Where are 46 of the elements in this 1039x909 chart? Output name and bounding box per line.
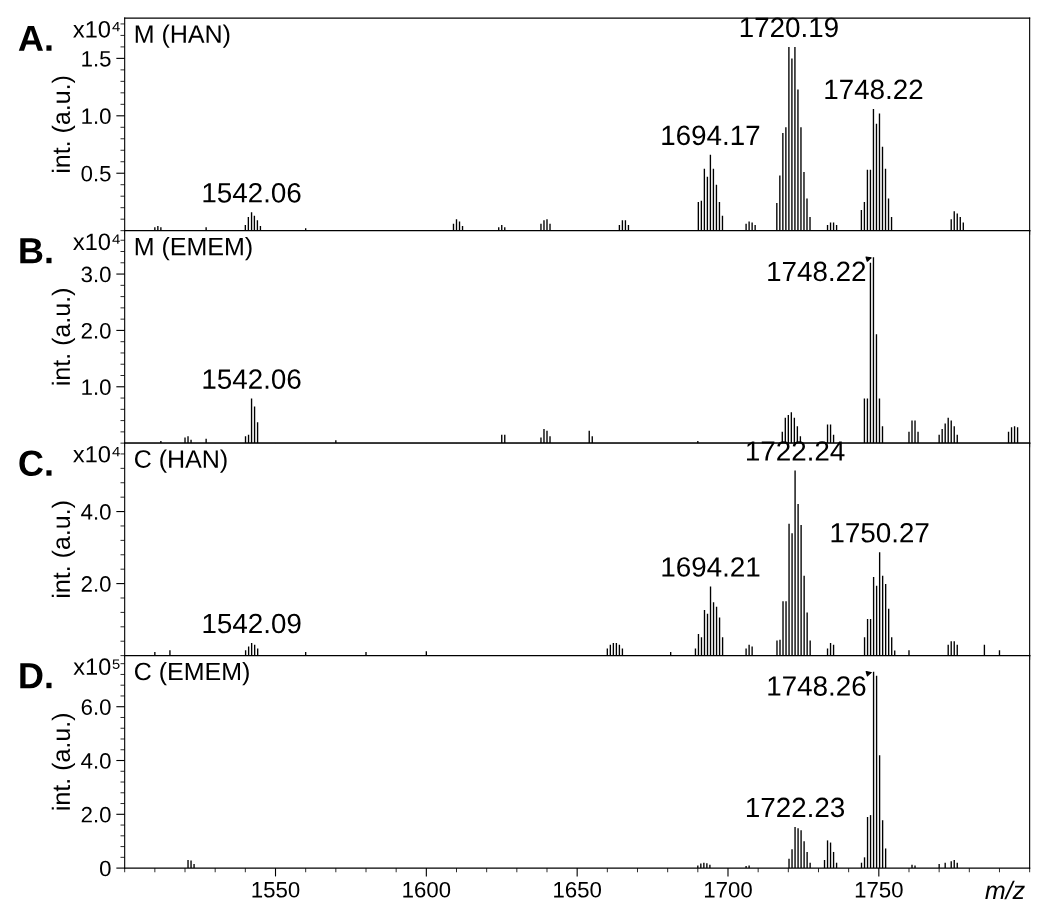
- y-tick-label: 1.0: [82, 108, 111, 125]
- x-tick-label: 1600: [403, 881, 451, 898]
- chart-title: M (HAN): [135, 24, 230, 48]
- text: x10⁴: [73, 233, 120, 251]
- y-tick-label: 1.5: [82, 51, 111, 67]
- text: A.: [18, 25, 52, 51]
- x-tick-label: 1750: [855, 881, 903, 898]
- text: x10⁵: [73, 658, 120, 676]
- y-tick-label: 4.0: [81, 504, 111, 520]
- y-tick-label: 3.0: [81, 266, 111, 283]
- y-tick-label: 2.0: [81, 576, 111, 592]
- annotation: 1722.24: [747, 441, 845, 461]
- annotation: 1748.22: [768, 261, 866, 282]
- y-axis-title: int. (a.u.): [51, 289, 76, 385]
- annotation: 1694.17: [662, 125, 760, 146]
- y-tick-label: 0: [100, 860, 111, 877]
- y-tick-label: 2.0: [81, 806, 111, 823]
- y-tick-label: 1.0: [82, 379, 111, 396]
- x-tick-label: 1550: [252, 881, 300, 898]
- annotation: 1722.23: [746, 797, 845, 818]
- x-tick-label: 1650: [554, 881, 602, 898]
- annotation: 1542.06: [203, 369, 301, 389]
- chart-title: C (EMEM): [135, 661, 249, 686]
- text: B.: [20, 238, 52, 264]
- annotation: 1694.21: [662, 557, 760, 577]
- y-axis-title: int. (a.u.): [51, 501, 76, 598]
- y-tick-label: 0.5: [81, 165, 111, 182]
- chart-title: M (EMEM): [135, 237, 252, 261]
- y-axis-title: int. (a.u.): [51, 714, 76, 810]
- x-tick-label: 1700: [704, 881, 752, 898]
- y-tick-label: 4.0: [81, 753, 111, 769]
- annotation: 1750.27: [831, 522, 929, 543]
- text: C.: [19, 450, 52, 477]
- y-tick-label: 2.0: [81, 322, 111, 339]
- annotation: 1542.09: [203, 613, 301, 634]
- chart-title: C (HAN): [135, 449, 227, 473]
- annotation: 1748.26: [768, 676, 866, 696]
- text: D.: [20, 663, 52, 689]
- y-axis-title: int. (a.u.): [51, 76, 76, 173]
- text: x10⁴: [73, 20, 120, 38]
- text: x10⁴: [73, 445, 120, 463]
- annotation: 1542.06: [203, 182, 301, 203]
- annotation: 1720.19: [740, 17, 838, 38]
- y-tick-label: 6.0: [81, 699, 111, 715]
- annotation: 1748.22: [825, 79, 923, 100]
- x-axis-title: m/z: [985, 880, 1025, 900]
